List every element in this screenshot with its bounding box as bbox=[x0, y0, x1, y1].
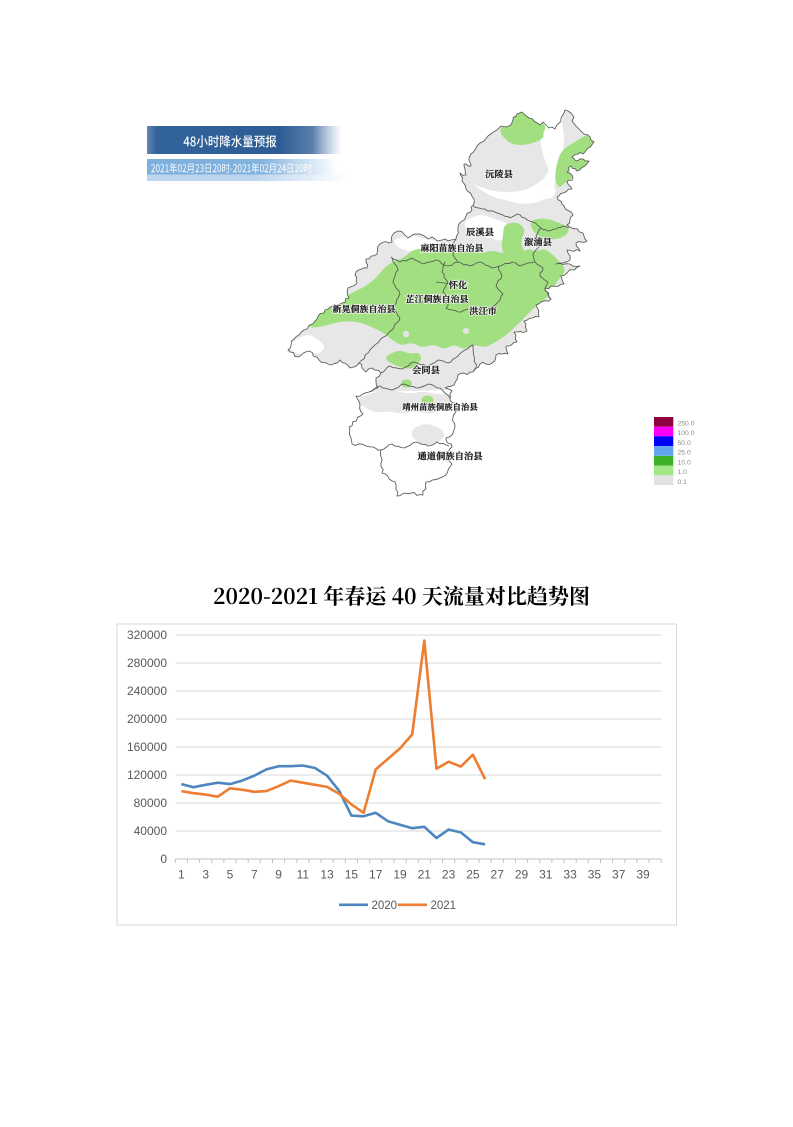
svg-text:240000: 240000 bbox=[127, 684, 167, 698]
svg-text:15: 15 bbox=[345, 868, 359, 882]
svg-text:1: 1 bbox=[178, 868, 185, 882]
svg-text:50.0: 50.0 bbox=[678, 440, 691, 447]
svg-text:2020: 2020 bbox=[372, 900, 398, 912]
svg-text:33: 33 bbox=[563, 868, 577, 882]
svg-text:11: 11 bbox=[297, 868, 310, 882]
svg-text:0.1: 0.1 bbox=[678, 479, 688, 486]
svg-text:3: 3 bbox=[202, 868, 209, 882]
svg-text:39: 39 bbox=[636, 868, 650, 882]
svg-text:13: 13 bbox=[320, 868, 334, 882]
svg-text:280000: 280000 bbox=[127, 656, 167, 670]
svg-text:29: 29 bbox=[515, 868, 529, 882]
svg-text:2021: 2021 bbox=[431, 900, 457, 912]
svg-text:80000: 80000 bbox=[134, 796, 168, 810]
svg-text:7: 7 bbox=[251, 868, 258, 882]
svg-text:31: 31 bbox=[539, 868, 553, 882]
svg-text:250.0: 250.0 bbox=[678, 421, 695, 428]
svg-text:25.0: 25.0 bbox=[678, 450, 691, 457]
svg-text:40000: 40000 bbox=[134, 824, 168, 838]
svg-text:5: 5 bbox=[227, 868, 234, 882]
svg-text:23: 23 bbox=[442, 868, 456, 882]
svg-text:320000: 320000 bbox=[127, 628, 167, 642]
svg-text:9: 9 bbox=[275, 868, 282, 882]
svg-text:35: 35 bbox=[588, 868, 602, 882]
svg-text:160000: 160000 bbox=[127, 740, 167, 754]
svg-text:17: 17 bbox=[369, 868, 383, 882]
svg-text:1.0: 1.0 bbox=[678, 469, 688, 476]
svg-text:200000: 200000 bbox=[127, 712, 167, 726]
svg-text:10.0: 10.0 bbox=[678, 459, 691, 466]
svg-text:100.0: 100.0 bbox=[678, 430, 695, 437]
svg-text:27: 27 bbox=[491, 868, 505, 882]
svg-text:0: 0 bbox=[160, 852, 167, 866]
svg-text:37: 37 bbox=[612, 868, 626, 882]
svg-text:19: 19 bbox=[393, 868, 407, 882]
svg-text:120000: 120000 bbox=[127, 768, 167, 782]
svg-text:25: 25 bbox=[466, 868, 480, 882]
svg-text:21: 21 bbox=[418, 868, 432, 882]
